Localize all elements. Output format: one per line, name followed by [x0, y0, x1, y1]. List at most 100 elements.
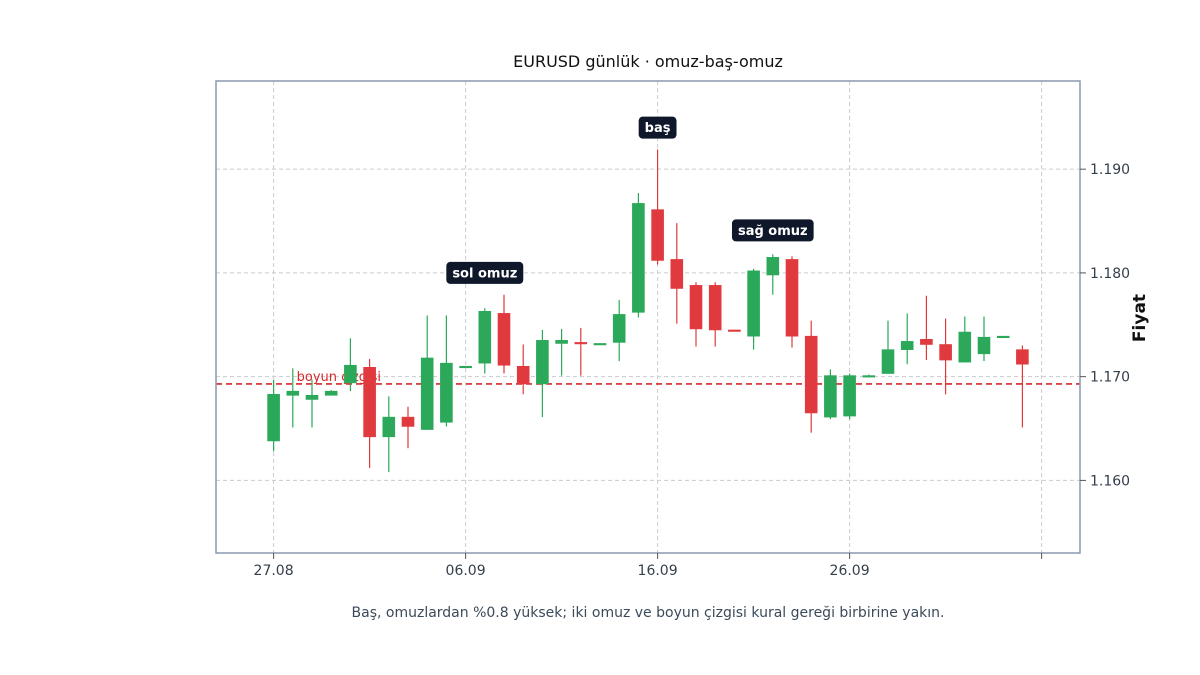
candle-body	[344, 364, 357, 384]
plot-frame	[215, 80, 1081, 554]
candle-body	[516, 365, 530, 385]
candle-body	[996, 335, 1010, 338]
y-tick-label: 1.170	[1090, 370, 1130, 386]
candle-body	[881, 349, 895, 374]
candle	[305, 379, 319, 428]
candle-body	[728, 329, 741, 332]
neckline-label: boyun çizgisi	[297, 370, 381, 385]
y-tick-label: 1.190	[1090, 162, 1130, 178]
candle-body	[305, 395, 319, 400]
candle-body	[785, 259, 799, 337]
candle	[996, 335, 1010, 338]
candle	[459, 365, 472, 369]
candle-body	[804, 335, 818, 414]
annotation-box	[446, 261, 524, 284]
candle-body	[593, 343, 607, 346]
candle	[785, 256, 799, 348]
candle-body	[555, 340, 568, 344]
candle-body	[900, 341, 914, 350]
y-tick-label: 1.160	[1090, 473, 1130, 489]
y-axis: 1.160 1.170 1.180 1.190	[1080, 162, 1130, 489]
candle	[267, 379, 280, 452]
candle-body	[497, 313, 511, 366]
x-tick-label: 27.08	[254, 563, 294, 579]
candle	[804, 320, 818, 433]
annotation-text: sol omuz	[452, 266, 517, 281]
candle	[478, 308, 492, 374]
candle	[920, 295, 933, 361]
candle	[900, 313, 914, 365]
candle	[401, 406, 415, 449]
x-axis: 27.08 06.09 16.09 26.09	[254, 553, 1043, 579]
annotation-text: sağ omuz	[738, 224, 808, 239]
candle	[497, 294, 511, 374]
candle-body	[958, 331, 972, 363]
candle-body	[689, 285, 703, 330]
candle-body	[286, 390, 300, 396]
candle	[689, 282, 703, 347]
candle-body	[939, 344, 952, 361]
candle	[766, 254, 780, 295]
candle	[555, 328, 568, 376]
candle-body	[977, 336, 991, 355]
candle	[574, 327, 588, 376]
candle-body	[459, 365, 472, 369]
candle	[363, 359, 376, 468]
candle	[382, 396, 396, 473]
candle	[1016, 345, 1029, 428]
neckline-group: boyun çizgisi	[216, 370, 1080, 385]
candle	[612, 299, 626, 362]
candle	[843, 373, 856, 420]
annotation-label: baş	[638, 116, 677, 139]
candle	[824, 369, 837, 420]
candle	[977, 316, 991, 362]
candle-body	[632, 203, 645, 313]
candle-body	[612, 314, 626, 343]
candle-body	[420, 357, 434, 430]
candle	[344, 338, 357, 392]
candle	[516, 344, 530, 395]
candle-body	[747, 270, 760, 337]
candle-body	[651, 209, 664, 261]
candle-body	[1016, 349, 1029, 365]
annotation-text: baş	[645, 121, 671, 136]
candle-body	[382, 416, 396, 438]
candle-body	[708, 285, 722, 331]
candle	[440, 315, 453, 427]
y-tick-label: 1.180	[1090, 266, 1130, 282]
annotation-box	[638, 116, 677, 139]
annotation-label: sağ omuz	[731, 219, 814, 242]
candle	[958, 316, 972, 363]
candle-body	[843, 375, 856, 417]
candle	[881, 320, 895, 374]
candles	[267, 149, 1029, 473]
y-axis-label: Fiyat	[1130, 294, 1150, 342]
candle-body	[478, 310, 492, 364]
candle	[324, 390, 338, 396]
candle	[728, 329, 741, 332]
candle	[670, 223, 684, 324]
candle-body	[766, 257, 780, 276]
grid	[216, 81, 1080, 553]
candle-body	[401, 416, 415, 427]
candle-body	[670, 259, 684, 289]
candle-body	[574, 342, 588, 345]
candle	[708, 282, 722, 347]
candle	[593, 343, 607, 346]
candle	[632, 193, 645, 318]
chart-caption: Baş, omuzlardan %0.8 yüksek; iki omuz ve…	[352, 605, 945, 621]
candle	[420, 315, 434, 430]
candle-body	[536, 340, 549, 385]
candle	[536, 329, 549, 418]
x-tick-label: 16.09	[638, 563, 678, 579]
candle-body	[824, 375, 837, 418]
annotation-box	[731, 219, 814, 242]
x-tick-label: 26.09	[830, 563, 870, 579]
candle	[651, 149, 664, 265]
candle-body	[920, 339, 933, 345]
candle-body	[324, 390, 338, 396]
x-tick-label: 06.09	[446, 563, 486, 579]
candle	[939, 318, 952, 395]
